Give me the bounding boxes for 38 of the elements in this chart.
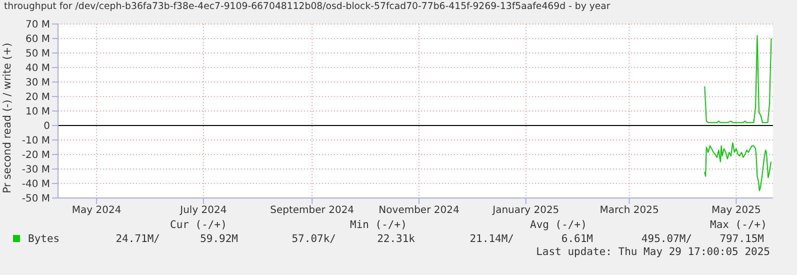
y-axis-title: Pr second read (-) / write (+) (1, 42, 13, 193)
y-tick-label: -30 M (22, 164, 50, 176)
text: 24.71M/ (116, 233, 160, 245)
y-tick-label: -40 M (22, 179, 50, 190)
text: 797.15M (720, 233, 764, 245)
text: 22.31k (377, 233, 415, 245)
text: 6.61M (561, 233, 593, 245)
text: 59.92M (200, 233, 238, 245)
y-tick-label: 20 M (25, 92, 50, 104)
y-tick-label: 10 M (25, 106, 50, 118)
text: Cur (-/+) (170, 219, 227, 231)
y-tick-label: -20 M (22, 150, 50, 162)
line-series (704, 35, 772, 124)
chart-title: throughput for /dev/ceph-b36fa73b-f38e-4ec7-9109-667048112b08/osd-block-57fcad70-77b6-415f-9269-13f5aafe469d - by year (4, 1, 612, 12)
y-tick-label: 50 M (25, 48, 50, 60)
x-tick-label: January 2025 (492, 205, 560, 216)
y-tick-label: 70 M (25, 20, 50, 31)
y-tick-label: -10 M (22, 136, 50, 147)
x-tick-label: November 2024 (378, 205, 460, 216)
text: 495.07M/ (641, 233, 692, 245)
y-tick-label: 40 M (25, 63, 50, 74)
text: Last update: Thu May 29 17:00:05 2025 (536, 246, 770, 258)
text: 21.14M/ (470, 233, 514, 245)
line-series (704, 142, 772, 192)
y-tick-label: 60 M (25, 34, 50, 46)
x-tick-label: July 2024 (179, 205, 227, 216)
text: 57.07k/ (292, 233, 336, 245)
x-tick-label: May 2024 (72, 205, 122, 216)
legend-label: Bytes (27, 233, 60, 245)
y-tick-label: 0 (44, 121, 50, 132)
x-tick-label: March 2025 (600, 205, 659, 216)
x-tick-label: September 2024 (270, 205, 354, 216)
text: Avg (-/+) (530, 219, 587, 231)
y-tick-label: -50 M (22, 194, 50, 205)
text: Min (-/+) (350, 219, 407, 231)
text: Max (-/+) (710, 219, 767, 231)
y-tick-label: 30 M (25, 78, 50, 89)
x-tick-label: May 2025 (712, 205, 761, 216)
